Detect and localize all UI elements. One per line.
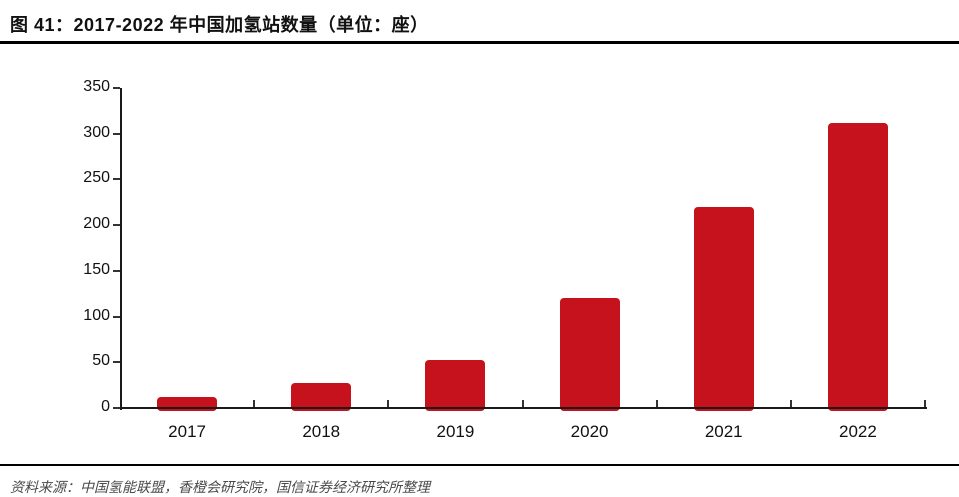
x-axis-tick — [387, 400, 390, 408]
y-axis-tick — [113, 407, 120, 409]
y-axis-tick-label: 250 — [83, 169, 110, 187]
y-axis-tick — [113, 224, 120, 227]
bar-2019 — [425, 360, 486, 411]
y-axis-tick-label: 200 — [83, 215, 110, 233]
x-category-label: 2017 — [168, 422, 206, 441]
y-axis-tick-label: 350 — [83, 78, 110, 95]
y-axis-tick-label: 150 — [83, 260, 110, 278]
x-axis-tick — [789, 400, 792, 408]
y-axis-tick — [113, 315, 120, 318]
x-category-label: 2021 — [704, 422, 743, 441]
source-note: 资料来源：中国氢能联盟，香橙会研究院，国信证券经济研究所整理 — [10, 481, 430, 496]
y-axis-tick-label: 50 — [92, 352, 110, 370]
y-axis-tick — [113, 178, 120, 181]
bar-2022 — [827, 122, 888, 411]
x-axis-tick — [655, 400, 658, 408]
figure-title: 图 41：2017-2022 年中国加氢站数量（单位：座） — [10, 15, 429, 35]
bar-2021 — [693, 206, 754, 411]
bar-2020 — [559, 298, 620, 411]
y-axis-tick-label: 100 — [83, 306, 110, 324]
x-category-label: 2019 — [436, 422, 475, 441]
y-axis-tick — [113, 361, 120, 364]
x-category-label: 2018 — [302, 422, 341, 441]
x-axis-line — [120, 407, 927, 409]
x-axis-tick — [521, 400, 524, 408]
bar-2018 — [291, 383, 352, 411]
x-category-label: 2020 — [570, 422, 609, 441]
y-axis-tick — [113, 132, 120, 135]
bar-chart-plot-area: 0 50 100 150 200 250 300 350 2017 2018 2019 2020 202… — [83, 78, 927, 441]
x-axis-tick — [253, 400, 256, 408]
x-category-label: 2022 — [838, 422, 877, 441]
footer-divider-line — [0, 464, 959, 466]
y-axis-tick-label: 0 — [101, 398, 110, 415]
y-axis-tick — [113, 269, 120, 272]
title-divider-line — [0, 41, 959, 44]
y-axis-tick — [113, 87, 120, 89]
y-axis-tick-label: 300 — [83, 123, 110, 141]
x-axis-tick — [924, 400, 926, 408]
y-axis-line — [120, 88, 122, 410]
